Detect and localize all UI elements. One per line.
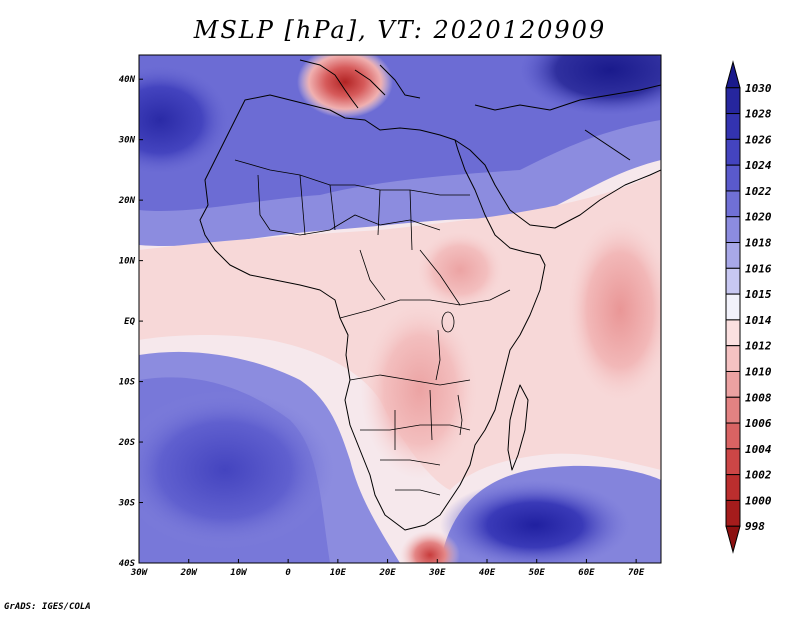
low-south-africa bbox=[400, 530, 460, 563]
colorbar-segment bbox=[725, 422, 741, 450]
y-tick-label: 40S bbox=[119, 559, 136, 569]
x-tick-label: 30E bbox=[428, 568, 446, 578]
x-tick-label: 10E bbox=[330, 568, 347, 578]
y-tick-label: 10N bbox=[119, 257, 136, 267]
colorbar-label: 1016 bbox=[745, 262, 772, 275]
colorbar-label: 1026 bbox=[745, 133, 772, 146]
colorbar-label: 1010 bbox=[745, 365, 772, 378]
colorbar-segment bbox=[725, 267, 741, 295]
colorbar-label: 1002 bbox=[745, 469, 772, 482]
country-borders bbox=[234, 159, 511, 496]
colorbar-segment bbox=[725, 138, 741, 166]
y-tick-label: EQ bbox=[124, 317, 135, 327]
colorbar-label: 1024 bbox=[745, 159, 772, 172]
colorbar: 1030 1028 1026 1024 1022 1020 1018 1016 1015 1014… bbox=[725, 60, 772, 554]
colorbar-segment bbox=[725, 113, 741, 140]
colorbar-label: 1014 bbox=[745, 314, 772, 327]
high-south-indian bbox=[440, 480, 630, 563]
colorbar-label: 1008 bbox=[745, 391, 772, 404]
colorbar-segment bbox=[725, 499, 741, 527]
colorbar-segment bbox=[725, 60, 741, 89]
coastlines bbox=[199, 59, 661, 531]
colorbar-segment bbox=[725, 525, 741, 554]
high-atlantic bbox=[139, 65, 230, 175]
colorbar-segment bbox=[725, 216, 741, 244]
y-tick-label: 20N bbox=[118, 196, 136, 206]
colorbar-label: 1012 bbox=[745, 340, 772, 353]
colorbar-label: 1022 bbox=[745, 185, 772, 198]
pressure-field bbox=[139, 55, 661, 563]
colorbar-segment bbox=[725, 370, 741, 398]
colorbar-label: 1028 bbox=[745, 108, 772, 121]
colorbar-segment bbox=[725, 396, 741, 424]
low-italy bbox=[297, 55, 393, 118]
y-tick-label: 40N bbox=[119, 75, 136, 85]
colorbar-label: 1000 bbox=[745, 494, 772, 507]
colorbar-segment bbox=[725, 164, 741, 192]
footer-credit: GrADS: IGES/COLA bbox=[4, 602, 91, 612]
x-tick-label: 20W bbox=[180, 568, 199, 578]
colorbar-label: 1030 bbox=[745, 82, 772, 95]
x-tick-label: 60E bbox=[578, 568, 595, 578]
colorbar-segment bbox=[725, 293, 741, 321]
colorbar-label: 998 bbox=[745, 520, 765, 533]
x-tick-label: 20E bbox=[378, 568, 396, 578]
high-south-atlantic bbox=[139, 390, 335, 550]
x-tick-label: 50E bbox=[529, 568, 546, 578]
colorbar-label: 1018 bbox=[745, 237, 772, 250]
y-tick-label: 30S bbox=[118, 499, 136, 509]
x-tick-label: 10W bbox=[230, 568, 248, 578]
colorbar-segment bbox=[725, 319, 741, 347]
x-tick-label: 40E bbox=[479, 568, 496, 578]
colorbar-segment bbox=[725, 87, 741, 115]
x-tick-label: 30W bbox=[130, 568, 149, 578]
colorbar-label: 1004 bbox=[745, 443, 772, 456]
colorbar-segment bbox=[725, 474, 741, 501]
x-tick-label: 70E bbox=[628, 568, 645, 578]
x-tick-label: 0 bbox=[285, 568, 291, 578]
colorbar-segment bbox=[725, 448, 741, 476]
low-arabian-sea bbox=[565, 215, 661, 405]
colorbar-label: 1006 bbox=[745, 417, 772, 430]
high-asia bbox=[520, 55, 661, 115]
colorbar-segment bbox=[725, 190, 741, 218]
y-tick-label: 30N bbox=[118, 136, 136, 146]
colorbar-label: 1015 bbox=[745, 288, 772, 301]
plot-frame bbox=[138, 54, 662, 564]
colorbar-segment bbox=[725, 345, 741, 372]
colorbar-segment bbox=[725, 242, 741, 269]
y-tick-label: 10S bbox=[119, 378, 136, 388]
y-tick-label: 20S bbox=[118, 438, 136, 448]
axes: 30W 20W 10W 0 10E 20E 30E 40E 50E 60E 70E 40N 30N 20N… bbox=[118, 75, 645, 578]
map-title: MSLP [hPa], VT: 2020120909 bbox=[193, 16, 607, 44]
colorbar-label: 1020 bbox=[745, 211, 772, 224]
